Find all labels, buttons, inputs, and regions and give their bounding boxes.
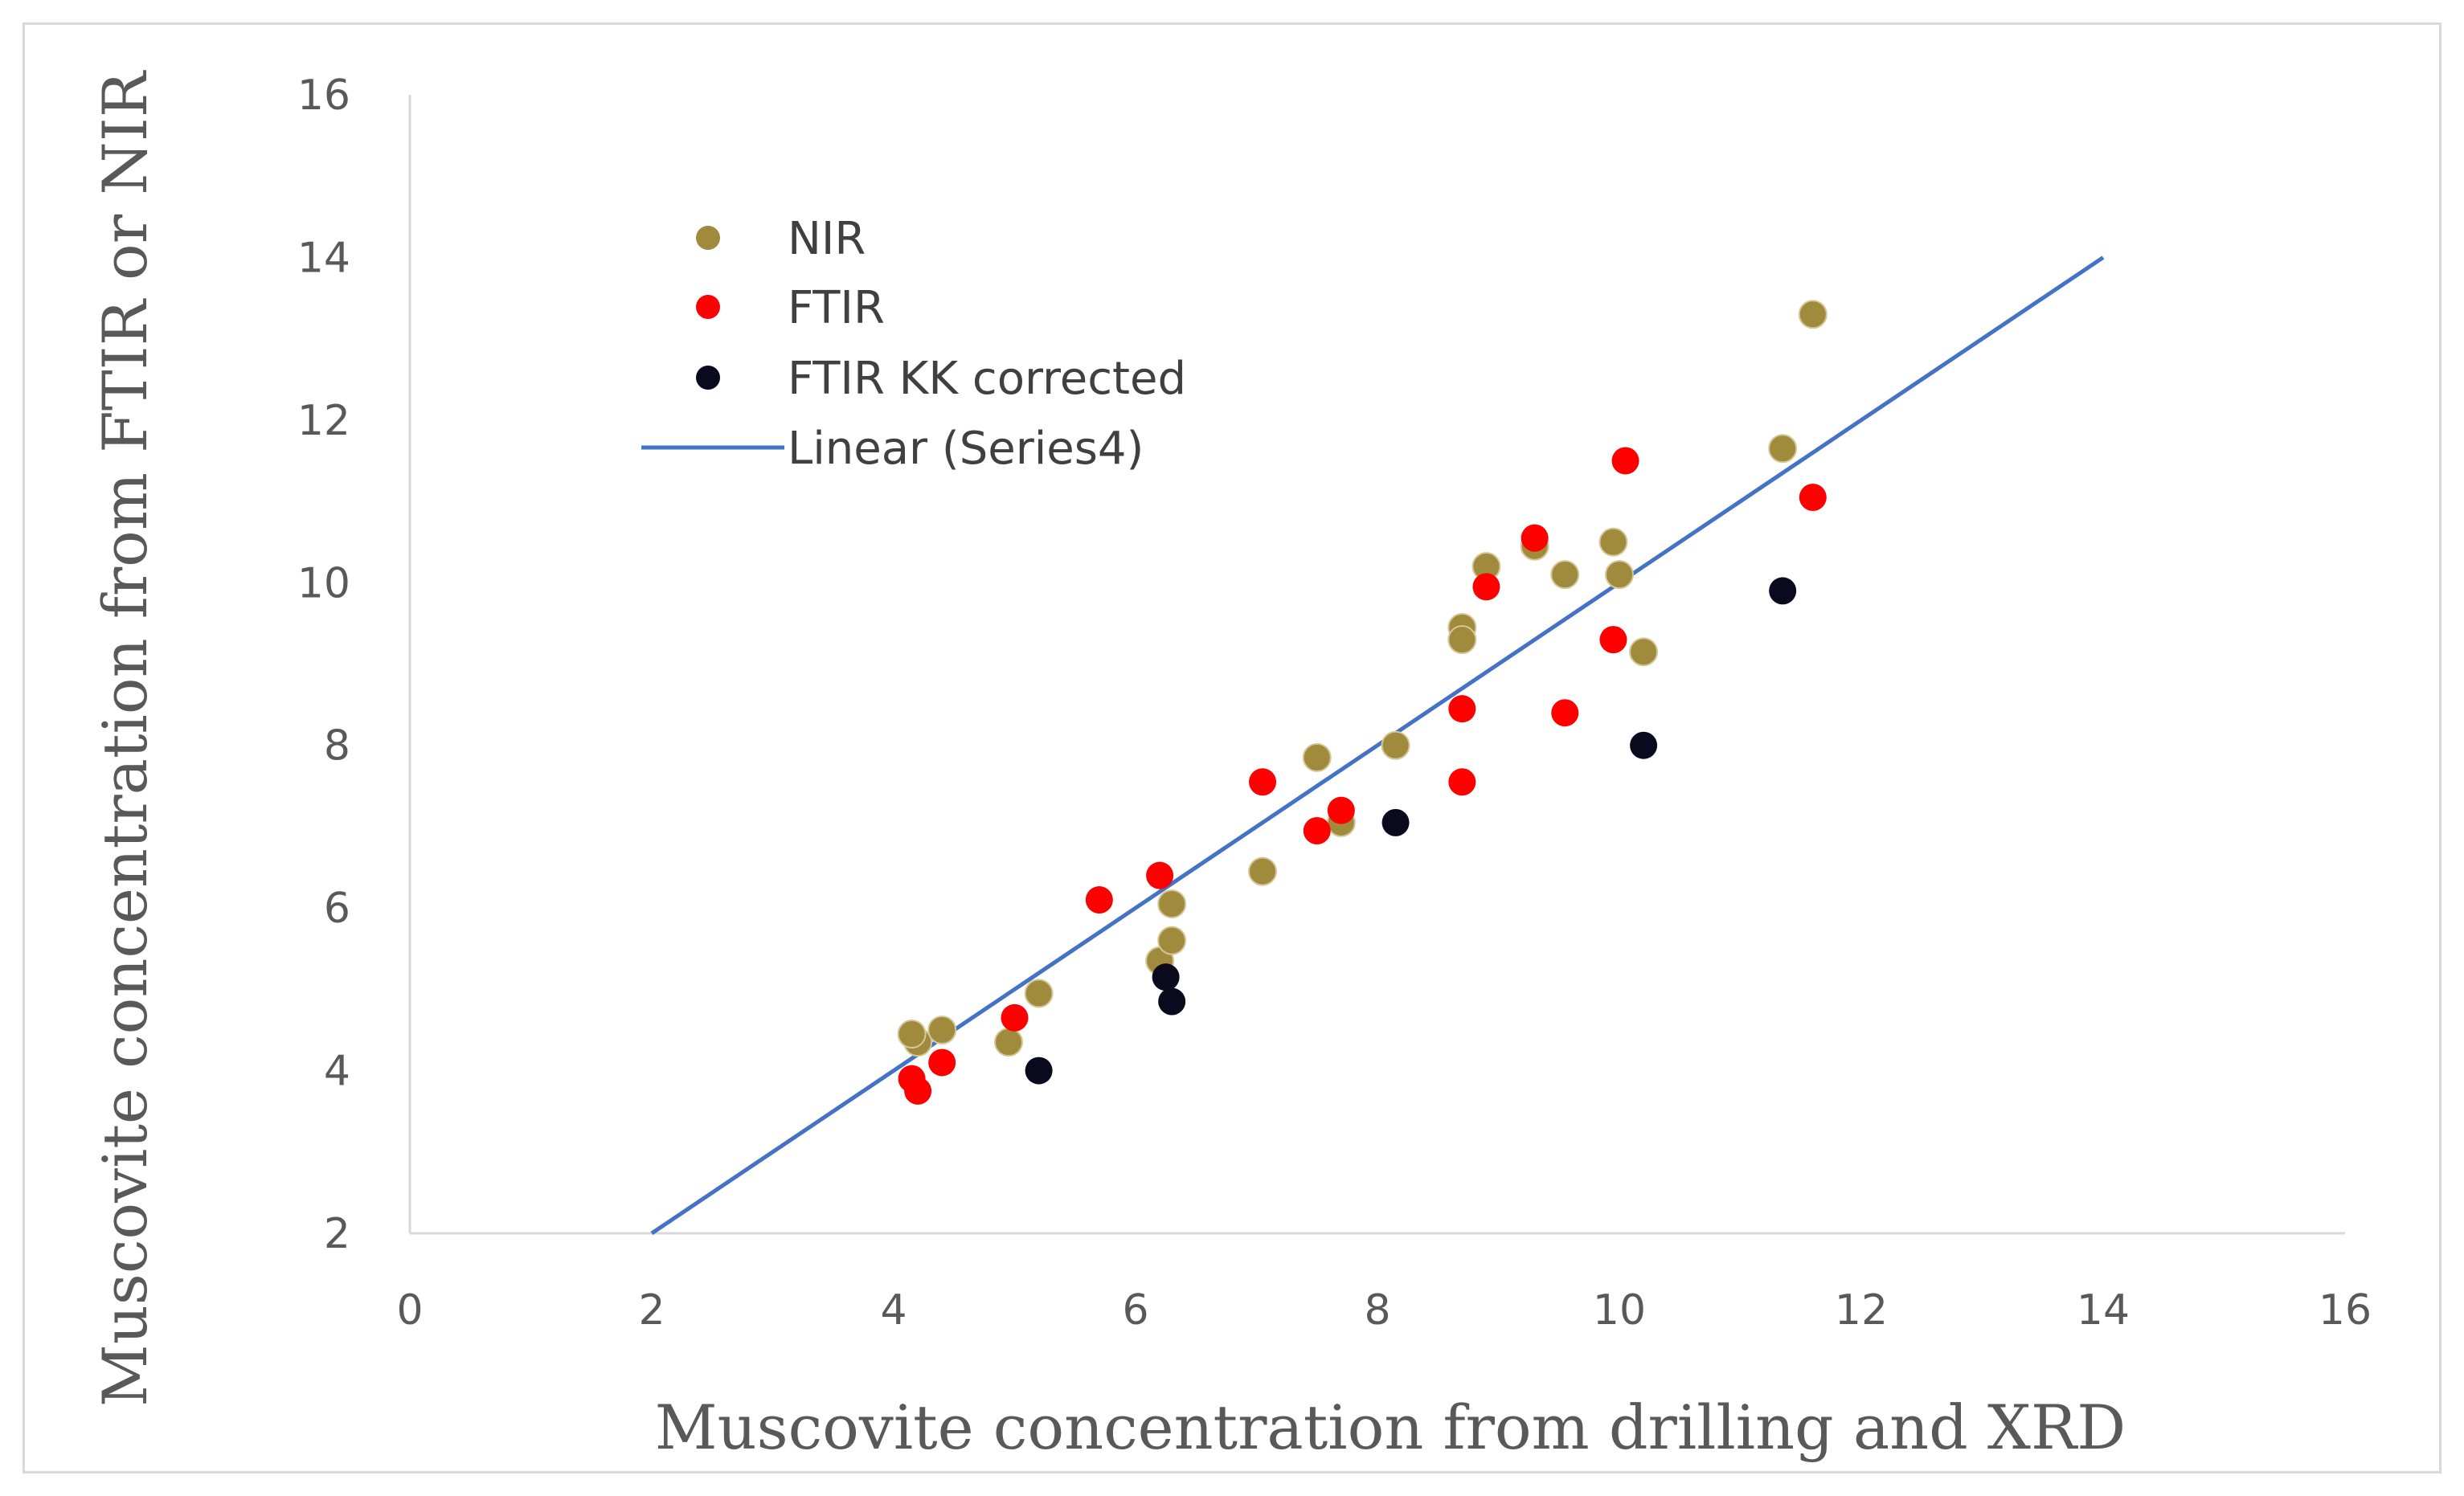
- y-tick-label: 10: [297, 559, 350, 607]
- point-nir: [993, 1028, 1023, 1057]
- x-tick-label: 4: [880, 1286, 907, 1335]
- trendline-layer: [650, 255, 2105, 1236]
- legend-label-nir: NIR: [788, 213, 866, 265]
- y-tick-label: 8: [324, 722, 350, 770]
- point-ftir: [904, 1077, 932, 1105]
- point-ftir: [1611, 447, 1639, 475]
- trendline: [650, 255, 2105, 1236]
- data-points: [897, 300, 1828, 1105]
- point-nir: [1381, 730, 1410, 760]
- axes: [408, 95, 2345, 1235]
- x-axis-title: Muscovite concentration from drilling an…: [655, 1392, 2126, 1463]
- point-ftir: [1249, 768, 1277, 796]
- point-ftir: [1001, 1003, 1029, 1032]
- point-ftir: [1599, 626, 1627, 654]
- point-ftir-kk-corrected: [1381, 808, 1410, 836]
- y-tick-label: 12: [297, 397, 350, 445]
- point-nir: [897, 1020, 927, 1049]
- point-nir: [1798, 300, 1828, 329]
- y-tick-label: 16: [297, 72, 350, 120]
- y-tick-label: 6: [324, 885, 350, 933]
- legend-label-ftir: FTIR: [788, 282, 885, 334]
- y-tick-label: 4: [324, 1048, 350, 1096]
- point-nir: [1629, 637, 1659, 667]
- x-tick-label: 14: [2077, 1286, 2130, 1335]
- y-axis-title: Muscovite concentration from FTIR or NIR: [89, 69, 161, 1407]
- x-tick-label: 0: [396, 1286, 423, 1335]
- point-ftir-kk-corrected: [1158, 987, 1186, 1016]
- point-nir: [1157, 889, 1187, 919]
- point-ftir: [1303, 816, 1331, 844]
- point-ftir: [1146, 861, 1174, 889]
- legend-marker-nir: [696, 226, 720, 250]
- point-ftir: [1551, 699, 1579, 727]
- y-tick-labels: 2 4 6 8 10 12 14 16: [297, 72, 350, 1258]
- point-ftir-kk-corrected: [1152, 963, 1180, 991]
- point-nir: [1768, 434, 1798, 464]
- x-tick-label: 10: [1593, 1286, 1646, 1335]
- x-tick-label: 12: [1835, 1286, 1888, 1335]
- point-ftir: [1327, 796, 1355, 824]
- point-nir: [1550, 560, 1580, 590]
- x-tick-label: 6: [1122, 1286, 1148, 1335]
- point-nir: [1605, 560, 1634, 590]
- point-ftir: [1799, 484, 1827, 512]
- point-nir: [1598, 527, 1628, 557]
- x-tick-labels: 0 2 4 6 8 10 12 14 16: [396, 1286, 2372, 1335]
- point-nir: [1302, 742, 1332, 772]
- x-tick-label: 16: [2319, 1286, 2372, 1335]
- y-tick-label: 14: [297, 234, 350, 282]
- legend: NIR FTIR FTIR KK corrected Linear (Series4): [641, 213, 1186, 475]
- point-nir: [1447, 625, 1477, 655]
- point-nir: [1248, 856, 1278, 886]
- point-ftir: [1521, 524, 1549, 552]
- y-tick-label: 2: [324, 1210, 350, 1258]
- point-ftir: [1472, 573, 1500, 601]
- legend-marker-ftir-kk-corrected: [696, 366, 720, 390]
- legend-label-trendline: Linear (Series4): [788, 423, 1144, 475]
- point-nir: [1024, 979, 1054, 1008]
- point-nir: [1157, 926, 1187, 955]
- point-ftir: [1448, 768, 1476, 796]
- x-tick-label: 8: [1364, 1286, 1390, 1335]
- point-ftir: [1448, 695, 1476, 723]
- point-ftir-kk-corrected: [1025, 1057, 1053, 1085]
- legend-label-ftir-kk-corrected: FTIR KK corrected: [788, 353, 1186, 405]
- x-tick-label: 2: [638, 1286, 665, 1335]
- point-ftir-kk-corrected: [1630, 731, 1658, 759]
- point-nir: [927, 1015, 957, 1044]
- legend-marker-ftir: [696, 295, 720, 319]
- point-ftir: [1085, 886, 1113, 914]
- point-ftir-kk-corrected: [1769, 577, 1797, 605]
- point-ftir: [928, 1048, 956, 1077]
- figure-frame: [23, 22, 2441, 1474]
